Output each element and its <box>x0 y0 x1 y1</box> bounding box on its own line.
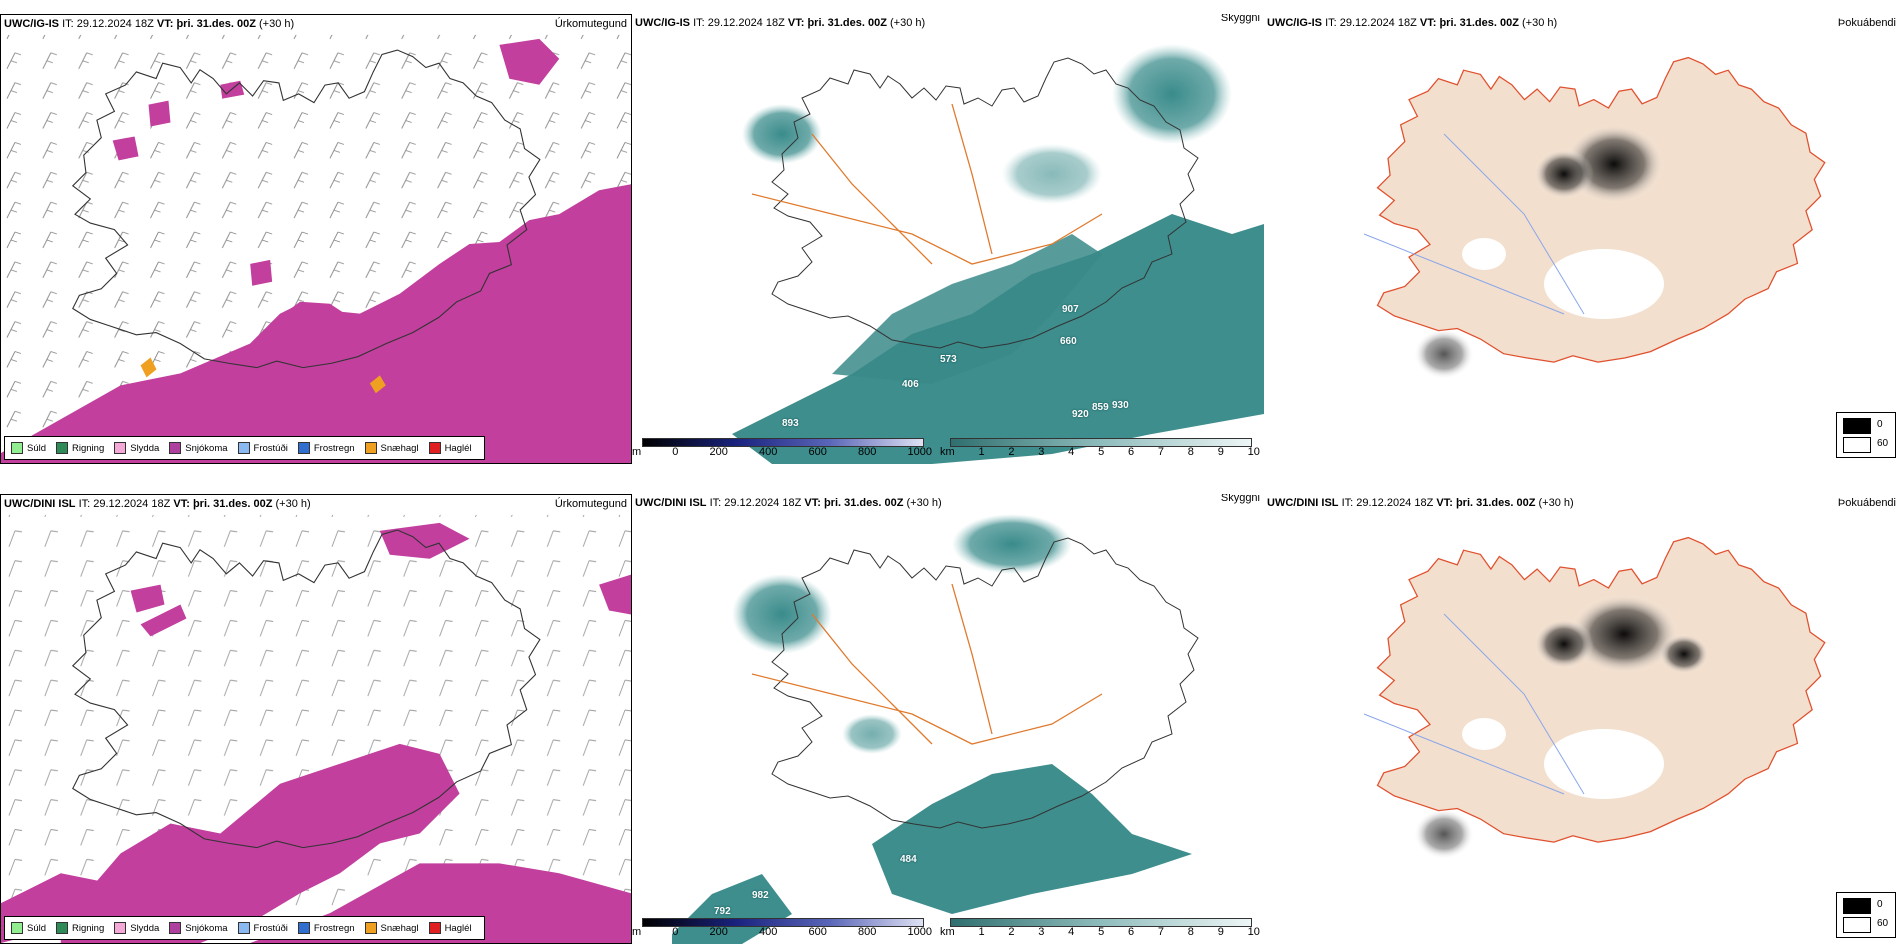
map-label: 660 <box>1060 336 1077 347</box>
panel-header: UWC/IG-IS IT: 29.12.2024 18Z VT: þri. 31… <box>635 17 926 29</box>
map-label: 484 <box>900 854 917 865</box>
legend-swatch-hail <box>428 442 441 454</box>
legend-item: Rigning <box>56 442 104 454</box>
legend-swatch-sleet <box>114 922 127 934</box>
legend-item: Haglél <box>428 922 472 934</box>
legend-swatch-freezing-drizzle <box>237 922 250 934</box>
precip-legend: Súld Rigning Slydda Snjókoma Frostúði Fr… <box>4 916 485 940</box>
legend-item: Slydda <box>114 442 159 454</box>
map-label: 907 <box>1062 304 1079 315</box>
map-label: 930 <box>1112 400 1129 411</box>
precip-map <box>1 34 631 463</box>
legend-item: Frostregn <box>297 442 355 454</box>
legend-swatch-drizzle <box>11 442 23 454</box>
legend-swatch-sleet <box>114 442 127 454</box>
legend-item: Haglél <box>428 442 472 454</box>
cloudbase-panel-row2: UWC/DINI ISL IT: 29.12.2024 18Z VT: þri.… <box>632 494 1264 944</box>
precip-legend: Súld Rigning Slydda Snjókoma Frostúði Fr… <box>4 436 485 460</box>
legend-swatch-freezing-rain <box>297 922 310 934</box>
legend-item: Súld <box>11 442 46 454</box>
legend-item: Rigning <box>56 922 104 934</box>
map-label: 982 <box>752 890 769 901</box>
fog-panel-row2: UWC/DINI ISL IT: 29.12.2024 18Z VT: þri.… <box>1264 494 1900 944</box>
map-label: 859 <box>1092 402 1109 413</box>
map-label: 920 <box>1072 409 1089 420</box>
height-colorbar: m 0 200 400 600 800 1000 <box>632 438 932 460</box>
tick-label: 400 <box>759 446 778 458</box>
field-name: Þokuábendi <box>1837 17 1896 29</box>
legend-swatch-freezing-rain <box>297 442 310 454</box>
cloudbase-panel-row1: UWC/IG-IS IT: 29.12.2024 18Z VT: þri. 31… <box>632 14 1264 464</box>
panel-header: UWC/DINI ISL IT: 29.12.2024 18Z VT: þri.… <box>635 497 942 509</box>
legend-swatch-drizzle <box>11 922 23 934</box>
map-label: 893 <box>782 418 799 429</box>
unit-label: km <box>940 926 955 938</box>
panel-header: UWC/DINI ISL IT: 29.12.2024 18Z VT: þri.… <box>1267 497 1574 509</box>
precip-type-panel-row1: UWC/IG-IS IT: 29.12.2024 18Z VT: þri. 31… <box>0 14 632 464</box>
tick-label: 800 <box>858 446 877 458</box>
legend-swatch-rain <box>56 922 69 934</box>
legend-swatch-graupel <box>364 922 377 934</box>
fog-legend: 0 60 <box>1836 892 1896 938</box>
fog-panel-row1: UWC/IG-IS IT: 29.12.2024 18Z VT: þri. 31… <box>1264 14 1900 464</box>
legend-item: Súld <box>11 922 46 934</box>
fog-map <box>1363 56 1826 379</box>
field-name: Úrkomutegund <box>554 18 627 30</box>
map-label: 573 <box>940 354 957 365</box>
legend-item: Snjókoma <box>169 442 228 454</box>
field-name: Skyggni <box>1220 14 1260 24</box>
legend-item: Snjókoma <box>169 922 228 934</box>
field-name: Úrkomutegund <box>554 498 627 510</box>
legend-item: Slydda <box>114 922 159 934</box>
legend-swatch-hail <box>428 922 441 934</box>
tick-label: 1000 <box>907 446 932 458</box>
height-colorbar: m 0 200 400 600 800 1000 <box>632 918 932 940</box>
field-name: Þokuábendi <box>1837 497 1896 509</box>
panel-header: UWC/IG-IS IT: 29.12.2024 18Z VT: þri. 31… <box>4 18 295 30</box>
fog-legend: 0 60 <box>1836 412 1896 458</box>
legend-swatch-graupel <box>364 442 377 454</box>
precip-type-panel-row2: UWC/DINI ISL IT: 29.12.2024 18Z VT: þri.… <box>0 494 632 944</box>
panel-header: UWC/DINI ISL IT: 29.12.2024 18Z VT: þri.… <box>4 498 311 510</box>
tick-label: 200 <box>709 446 728 458</box>
legend-swatch-rain <box>56 442 69 454</box>
legend-item: Frostúði <box>237 442 288 454</box>
legend-item: Frostúði <box>237 922 288 934</box>
cloudbase-map <box>732 44 1264 464</box>
field-name: Skyggni <box>1220 494 1260 504</box>
legend-swatch-freezing-drizzle <box>237 442 250 454</box>
tick-label: 0 <box>672 446 679 458</box>
map-label: 406 <box>902 379 919 390</box>
cloudbase-map <box>672 514 1199 944</box>
precip-map <box>1 514 631 943</box>
panel-header: UWC/IG-IS IT: 29.12.2024 18Z VT: þri. 31… <box>1267 17 1558 29</box>
fog-map <box>1363 536 1826 859</box>
legend-item: Snæhagl <box>364 922 419 934</box>
unit-label: m <box>632 446 642 458</box>
map-label: 792 <box>714 906 731 917</box>
tick-label: 600 <box>808 446 827 458</box>
legend-swatch-snow <box>169 922 182 934</box>
legend-item: Snæhagl <box>364 442 419 454</box>
legend-item: Frostregn <box>297 922 355 934</box>
unit-label: km <box>940 446 955 458</box>
unit-label: m <box>632 926 642 938</box>
legend-swatch-snow <box>169 442 182 454</box>
